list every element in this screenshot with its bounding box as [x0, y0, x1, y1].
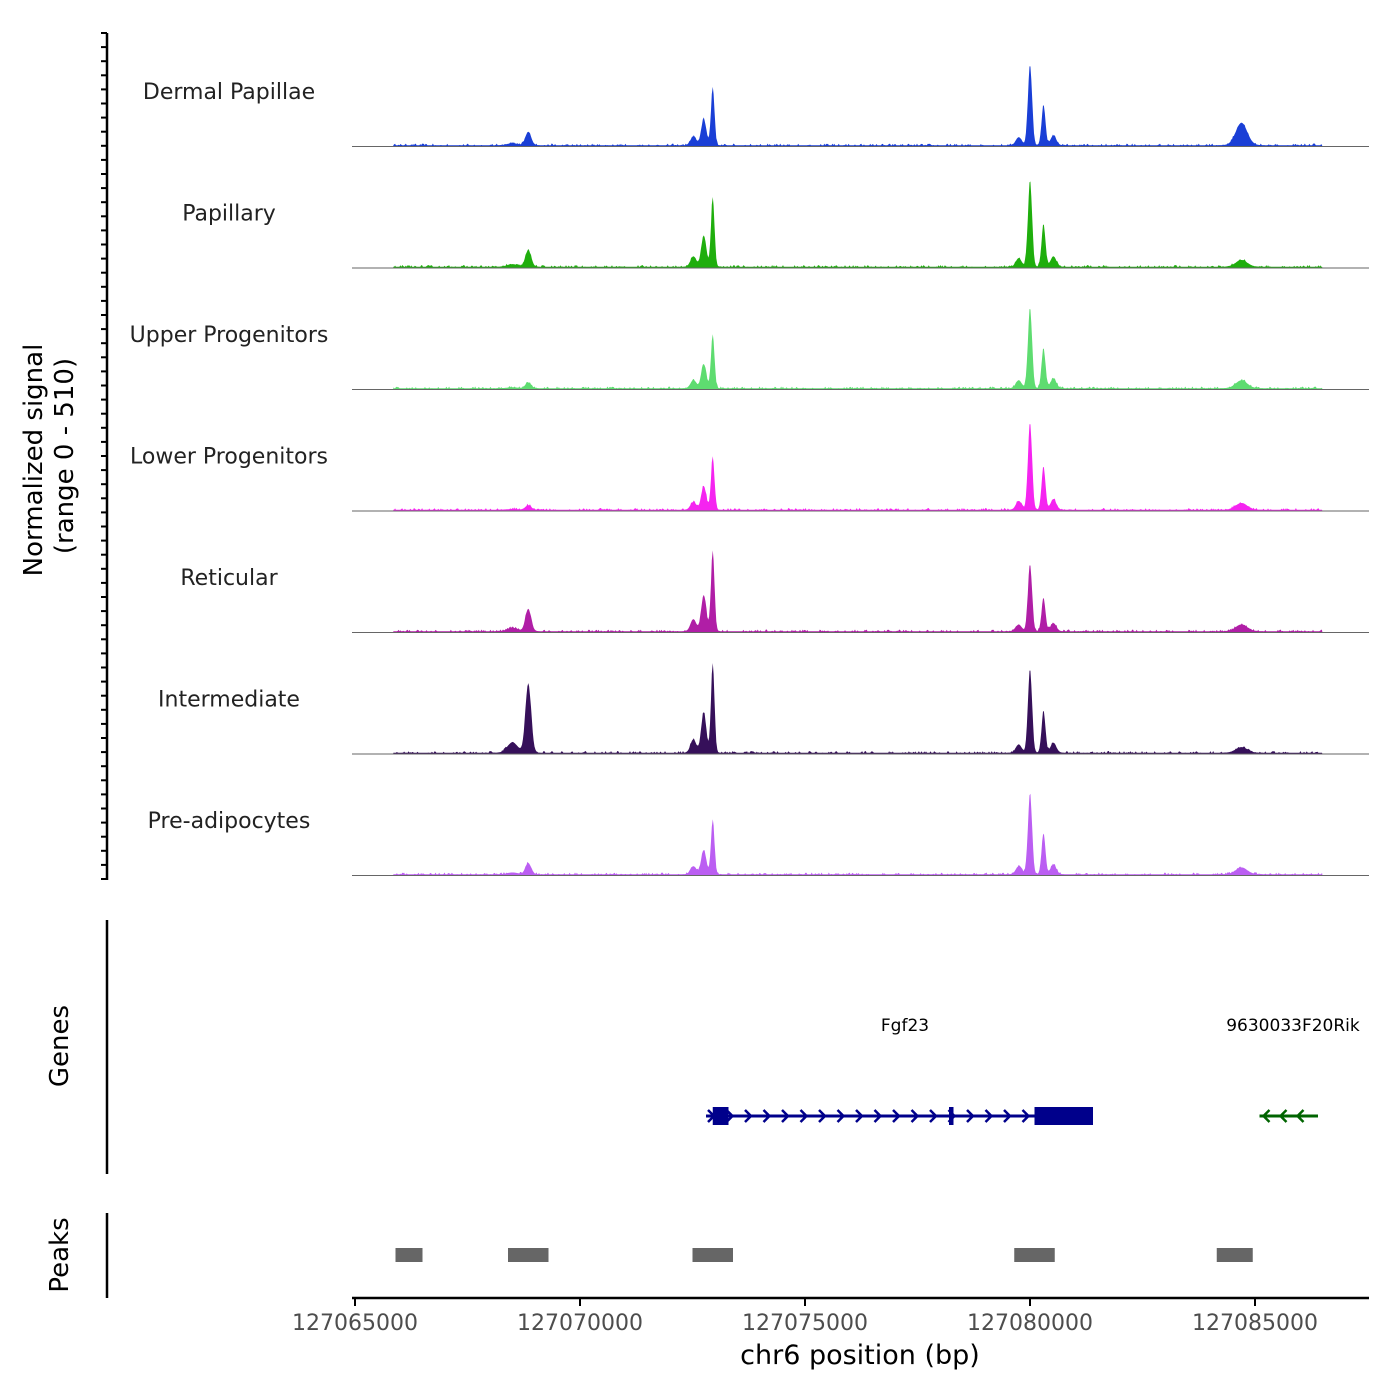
strand-chevron — [818, 1109, 827, 1123]
peak-region — [1014, 1248, 1055, 1262]
strand-chevron — [1021, 1109, 1031, 1123]
track-label: Upper Progenitors — [130, 323, 329, 348]
strand-chevron — [744, 1109, 753, 1123]
strand-chevron — [873, 1109, 883, 1123]
signal-area — [393, 550, 1323, 633]
strand-chevron — [892, 1109, 901, 1123]
track-label: Dermal Papillae — [143, 80, 315, 105]
peak-region — [395, 1248, 423, 1262]
track-label: Pre-adipocytes — [148, 809, 311, 834]
peak-region — [1216, 1248, 1253, 1262]
signal-area — [393, 181, 1323, 268]
strand-chevron — [929, 1109, 938, 1123]
strand-chevron — [1003, 1109, 1012, 1123]
x-tick-label: 127075000 — [742, 1311, 868, 1336]
peak-region — [692, 1248, 733, 1262]
gene-9630033F20Rik: 9630033F20Rik — [1226, 1016, 1360, 1123]
signal-area — [393, 663, 1323, 754]
exon — [949, 1107, 954, 1125]
strand-chevron — [762, 1109, 772, 1123]
x-tick-label: 127085000 — [1192, 1311, 1318, 1336]
peaks-panel-label: Peaks — [45, 1217, 75, 1292]
genes-panel-label: Genes — [45, 1005, 75, 1087]
signal-tracks: Dermal Papillae Papillary Upper Progenitor… — [130, 66, 1369, 876]
signal-y-ticks — [101, 32, 107, 880]
signal-area — [393, 793, 1323, 876]
peak-region — [508, 1248, 549, 1262]
strand-chevron — [1278, 1109, 1288, 1123]
track-dermal-papillae: Dermal Papillae — [143, 66, 1369, 147]
signal-y-axis — [101, 32, 109, 880]
strand-chevron — [984, 1109, 994, 1123]
strand-chevron — [781, 1109, 790, 1123]
track-label: Intermediate — [158, 688, 300, 713]
track-pre-adipocytes: Pre-adipocytes — [148, 793, 1369, 876]
strand-chevron — [966, 1109, 975, 1123]
gene-annotations: Fgf23 9630033F20Rik — [706, 1016, 1360, 1125]
strand-chevron — [855, 1109, 864, 1123]
track-label: Lower Progenitors — [130, 445, 328, 470]
track-intermediate: Intermediate — [158, 663, 1369, 755]
x-tick-label: 127065000 — [292, 1311, 418, 1336]
gene-label: Fgf23 — [881, 1016, 929, 1036]
strand-chevron — [1295, 1109, 1305, 1123]
track-lower-progenitors: Lower Progenitors — [130, 424, 1369, 512]
x-axis-title: chr6 position (bp) — [740, 1340, 980, 1371]
x-axis-ticks: 127065000 127070000 127075000 127080000 1270… — [292, 1298, 1318, 1336]
signal-area — [393, 424, 1323, 511]
track-papillary: Papillary — [182, 181, 1369, 269]
track-reticular: Reticular — [180, 550, 1369, 633]
signal-area — [393, 309, 1323, 390]
track-upper-progenitors: Upper Progenitors — [130, 309, 1369, 390]
y-axis-label-line2: (range 0 - 510) — [50, 358, 80, 554]
peak-regions — [395, 1248, 1253, 1262]
strand-chevron — [910, 1109, 920, 1123]
strand-chevron — [836, 1109, 846, 1123]
exon — [1034, 1107, 1093, 1125]
x-tick-label: 127070000 — [517, 1311, 643, 1336]
y-axis-label-line1: Normalized signal — [19, 344, 49, 577]
x-tick-label: 127080000 — [967, 1311, 1093, 1336]
gene-label: 9630033F20Rik — [1226, 1016, 1360, 1036]
strand-chevron — [1261, 1109, 1271, 1123]
exon — [712, 1107, 729, 1125]
track-label: Papillary — [182, 202, 276, 227]
gene-Fgf23: Fgf23 — [706, 1016, 1093, 1125]
track-label: Reticular — [180, 566, 278, 591]
strand-chevron — [799, 1109, 809, 1123]
signal-area — [393, 66, 1323, 147]
